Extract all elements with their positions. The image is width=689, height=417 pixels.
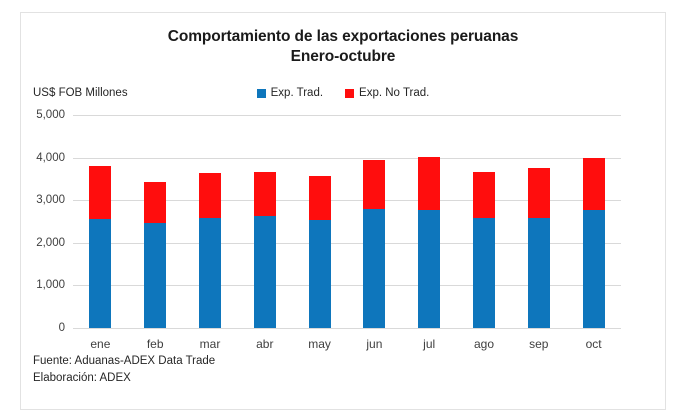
bar-segment-traditional-feb[interactable] — [144, 222, 167, 328]
bar-column-feb[interactable] — [144, 181, 167, 328]
bar-segment-non-traditional-abr[interactable] — [253, 172, 276, 216]
bar-segment-traditional-oct[interactable] — [582, 209, 605, 328]
bar-segment-traditional-abr[interactable] — [253, 215, 276, 328]
bar-segment-non-traditional-ago[interactable] — [473, 172, 495, 219]
gridline — [73, 115, 621, 116]
x-axis-tick-label-oct: oct — [585, 337, 602, 351]
chart-title-line-2: Enero-octubre — [290, 48, 396, 65]
x-axis-tick-label-feb: feb — [146, 337, 164, 351]
axis-unit-caption: US$ FOB Millones — [33, 87, 128, 99]
plot-area: 0 1,000 2,000 3,000 4,000 5,000 ene feb mar abr ma… — [21, 13, 667, 411]
x-axis-tick-label-jun: jun — [366, 337, 383, 351]
y-axis-tick-label: 0 — [58, 322, 65, 334]
bar-column-oct[interactable] — [582, 158, 605, 328]
bar-segment-traditional-ene[interactable] — [89, 219, 112, 328]
bar-segment-traditional-jun[interactable] — [363, 209, 386, 328]
gridline — [73, 242, 621, 244]
bar-column-ene[interactable] — [89, 166, 112, 328]
x-axis-tick-label-may: may — [308, 337, 331, 351]
footer-source: Fuente: Aduanas-ADEX Data Trade — [33, 355, 216, 367]
bar-column-sep[interactable] — [527, 168, 550, 328]
bar-segment-traditional-mar[interactable] — [199, 218, 221, 328]
x-axis-tick-label-abr: abr — [256, 337, 274, 351]
bar-segment-traditional-jul[interactable] — [418, 209, 441, 328]
bar-segment-traditional-may[interactable] — [308, 220, 331, 328]
x-axis-tick-label-mar: mar — [199, 337, 221, 351]
gridline — [73, 200, 621, 202]
bar-segment-traditional-sep[interactable] — [527, 218, 550, 328]
bar-column-mar[interactable] — [199, 172, 221, 328]
gridline — [73, 328, 621, 329]
bar-segment-traditional-ago[interactable] — [473, 218, 495, 328]
y-axis-tick-label: 1,000 — [36, 279, 65, 292]
x-axis-tick-label-jul: jul — [423, 337, 436, 351]
y-axis-tick-label: 3,000 — [36, 194, 65, 207]
bar-segment-non-traditional-feb[interactable] — [144, 181, 167, 223]
bar-segment-non-traditional-may[interactable] — [308, 175, 331, 221]
bar-segment-non-traditional-sep[interactable] — [527, 168, 550, 219]
gridline — [73, 285, 621, 287]
bar-segment-non-traditional-mar[interactable] — [199, 172, 221, 219]
bar-segment-non-traditional-oct[interactable] — [582, 158, 605, 210]
bar-segment-non-traditional-jun[interactable] — [363, 159, 386, 210]
chart-title-line-1: Comportamiento de las exportaciones peru… — [167, 28, 519, 45]
y-axis-tick-label: 2,000 — [36, 236, 65, 249]
footer-elaboration: Elaboración: ADEX — [33, 372, 131, 384]
y-axis-tick-label: 5,000 — [36, 109, 65, 121]
gridline — [73, 157, 621, 159]
bar-segment-non-traditional-jul[interactable] — [418, 156, 441, 210]
chart-title: Comportamiento de las exportaciones peru… — [21, 27, 665, 67]
chart-container: Comportamiento de las exportaciones peru… — [20, 12, 666, 410]
bar-column-jul[interactable] — [418, 156, 441, 328]
bar-column-ago[interactable] — [473, 172, 495, 328]
y-axis-tick-label: 4,000 — [36, 151, 65, 164]
x-axis-tick-label-sep: sep — [529, 337, 549, 351]
x-axis-tick-label-ene: ene — [90, 337, 111, 351]
bar-column-abr[interactable] — [253, 172, 276, 328]
bar-segment-non-traditional-ene[interactable] — [89, 166, 112, 220]
chart-footer: Fuente: Aduanas-ADEX Data Trade Elaborac… — [33, 353, 215, 387]
bar-column-may[interactable] — [308, 175, 331, 328]
bar-column-jun[interactable] — [363, 159, 386, 328]
x-axis-tick-label-ago: ago — [473, 337, 495, 351]
